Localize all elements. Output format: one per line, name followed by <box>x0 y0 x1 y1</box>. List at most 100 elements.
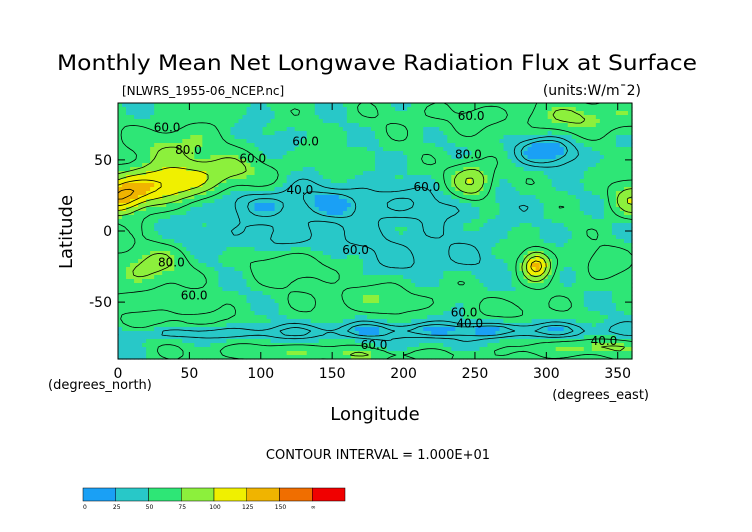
heatmap-cell <box>206 243 211 248</box>
heatmap-cell <box>511 251 517 256</box>
heatmap-cell <box>519 175 525 180</box>
heatmap-cell <box>282 187 288 192</box>
heatmap-cell <box>599 183 605 188</box>
heatmap-cell <box>242 215 248 220</box>
heatmap-cell <box>358 231 364 236</box>
heatmap-cell <box>194 119 199 124</box>
heatmap-cell <box>150 191 155 196</box>
heatmap-cell <box>334 155 340 160</box>
heatmap-cell <box>226 243 232 248</box>
heatmap-cell <box>403 167 408 172</box>
heatmap-cell <box>479 243 485 248</box>
heatmap-cell <box>623 119 629 124</box>
heatmap-cell <box>150 151 155 156</box>
heatmap-cell <box>567 119 573 124</box>
heatmap-cell <box>234 187 240 192</box>
heatmap-cell <box>387 143 392 148</box>
heatmap-cell <box>603 175 609 180</box>
heatmap-cell <box>463 195 468 200</box>
heatmap-cell <box>419 203 424 208</box>
heatmap-cell <box>318 223 324 228</box>
heatmap-cell <box>354 147 360 152</box>
heatmap-cell <box>591 255 597 260</box>
heatmap-cell <box>258 171 264 176</box>
heatmap-cell <box>391 199 396 204</box>
heatmap-cell <box>346 115 352 120</box>
heatmap-cell <box>483 171 489 176</box>
heatmap-cell <box>591 131 597 136</box>
heatmap-cell <box>154 167 159 172</box>
heatmap-cell <box>158 207 163 212</box>
heatmap-cell <box>419 111 424 116</box>
heatmap-cell <box>583 203 589 208</box>
heatmap-cell <box>459 251 464 256</box>
heatmap-cell <box>415 159 420 164</box>
heatmap-cell <box>603 155 609 160</box>
heatmap-cell <box>330 211 336 216</box>
heatmap-cell <box>138 147 143 152</box>
heatmap-cell <box>230 223 236 228</box>
heatmap-cell <box>118 199 123 204</box>
heatmap-cell <box>126 151 131 156</box>
heatmap-cell <box>262 163 268 168</box>
heatmap-cell <box>358 203 364 208</box>
heatmap-cell <box>419 119 424 124</box>
heatmap-cell <box>250 103 256 108</box>
heatmap-cell <box>387 151 392 156</box>
heatmap-cell <box>403 151 408 156</box>
heatmap-cell <box>286 255 292 260</box>
heatmap-cell <box>583 223 589 228</box>
heatmap-cell <box>358 251 364 256</box>
heatmap-cell <box>162 127 167 132</box>
heatmap-cell <box>130 235 135 240</box>
heatmap-cell <box>559 159 565 164</box>
heatmap-cell <box>126 167 131 172</box>
heatmap-cell <box>575 163 581 168</box>
heatmap-cell <box>519 179 525 184</box>
heatmap-cell <box>318 127 324 132</box>
heatmap-cell <box>583 243 589 248</box>
heatmap-cell <box>330 227 336 232</box>
heatmap-cell <box>210 207 215 212</box>
heatmap-cell <box>467 139 472 144</box>
heatmap-cell <box>238 215 244 220</box>
heatmap-cell <box>246 103 252 108</box>
heatmap-cell <box>154 159 159 164</box>
heatmap-cell <box>555 251 561 256</box>
heatmap-cell <box>346 175 352 180</box>
heatmap-cell <box>322 155 328 160</box>
heatmap-cell <box>250 107 256 112</box>
heatmap-cell <box>342 223 348 228</box>
heatmap-cell <box>515 167 521 172</box>
heatmap-cell <box>218 183 224 188</box>
heatmap-cell <box>366 147 372 152</box>
heatmap-cell <box>242 135 248 140</box>
heatmap-cell <box>370 255 376 260</box>
heatmap-cell <box>226 195 232 200</box>
heatmap-cell <box>459 115 464 120</box>
heatmap-cell <box>439 123 444 128</box>
heatmap-cell <box>222 243 228 248</box>
heatmap-cell <box>567 247 573 252</box>
heatmap-cell <box>194 171 199 176</box>
heatmap-cell <box>603 207 609 212</box>
heatmap-cell <box>238 211 244 216</box>
heatmap-cell <box>334 199 340 204</box>
heatmap-cell <box>515 187 521 192</box>
heatmap-cell <box>170 159 175 164</box>
heatmap-cell <box>495 243 501 248</box>
heatmap-cell <box>599 179 605 184</box>
heatmap-cell <box>126 211 131 216</box>
heatmap-cell <box>419 147 424 152</box>
heatmap-cell <box>539 227 545 232</box>
heatmap-cell <box>258 227 264 232</box>
heatmap-cell <box>166 219 171 224</box>
heatmap-cell <box>282 199 288 204</box>
heatmap-cell <box>471 151 476 156</box>
heatmap-cell <box>499 219 505 224</box>
heatmap-cell <box>174 123 179 128</box>
heatmap-cell <box>290 199 296 204</box>
heatmap-cell <box>539 215 545 220</box>
heatmap-cell <box>130 239 135 244</box>
heatmap-cell <box>619 179 625 184</box>
